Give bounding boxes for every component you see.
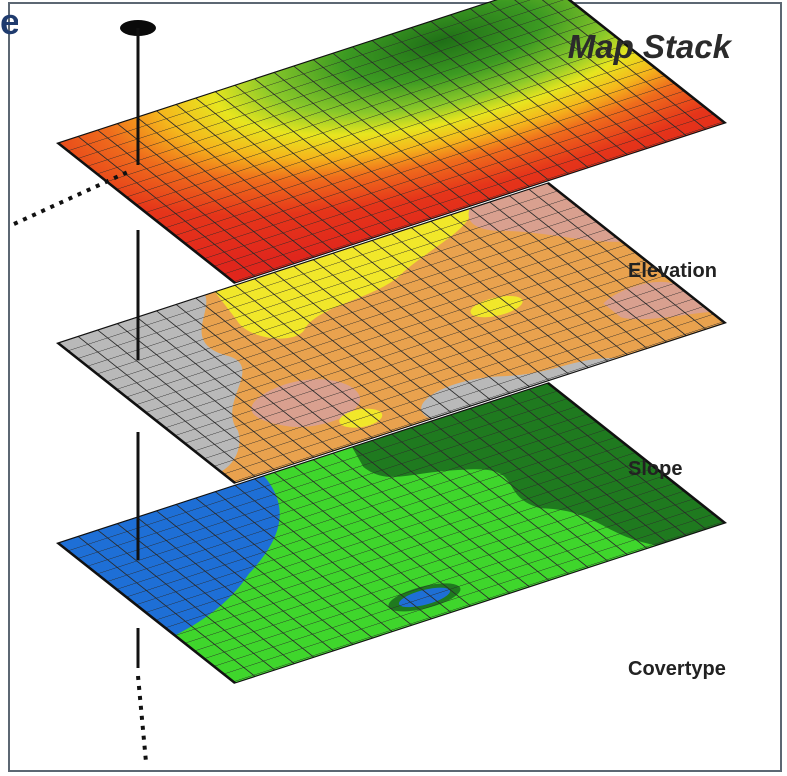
layer-label-covertype: Covertype [628, 658, 726, 680]
diagram-title: Map Stack [567, 28, 731, 65]
elevation-layer [55, 0, 728, 284]
covertype-layer [55, 382, 728, 684]
slope-layer [55, 182, 728, 484]
pin-dotted-tail [136, 675, 148, 763]
cropped-edge-letter: e [0, 1, 18, 42]
pointer-dotted-line [13, 168, 133, 226]
layer-label-elevation: Elevation [628, 260, 717, 282]
layer-label-slope: Slope [628, 458, 683, 480]
location-pin [13, 20, 156, 763]
